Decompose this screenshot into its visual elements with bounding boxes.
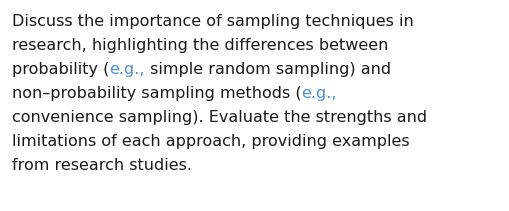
Text: from research studies.: from research studies.	[12, 158, 192, 173]
Text: convenience sampling). Evaluate the strengths and: convenience sampling). Evaluate the stre…	[12, 110, 427, 125]
Text: simple random sampling) and: simple random sampling) and	[145, 62, 391, 77]
Text: Discuss the importance of sampling techniques in: Discuss the importance of sampling techn…	[12, 14, 414, 29]
Text: non–probability sampling methods (: non–probability sampling methods (	[12, 86, 302, 101]
Text: limitations of each approach, providing examples: limitations of each approach, providing …	[12, 134, 410, 149]
Text: e.g.,: e.g.,	[109, 62, 145, 77]
Text: e.g.,: e.g.,	[302, 86, 337, 101]
Text: research, highlighting the differences between: research, highlighting the differences b…	[12, 38, 388, 53]
Text: probability (: probability (	[12, 62, 109, 77]
